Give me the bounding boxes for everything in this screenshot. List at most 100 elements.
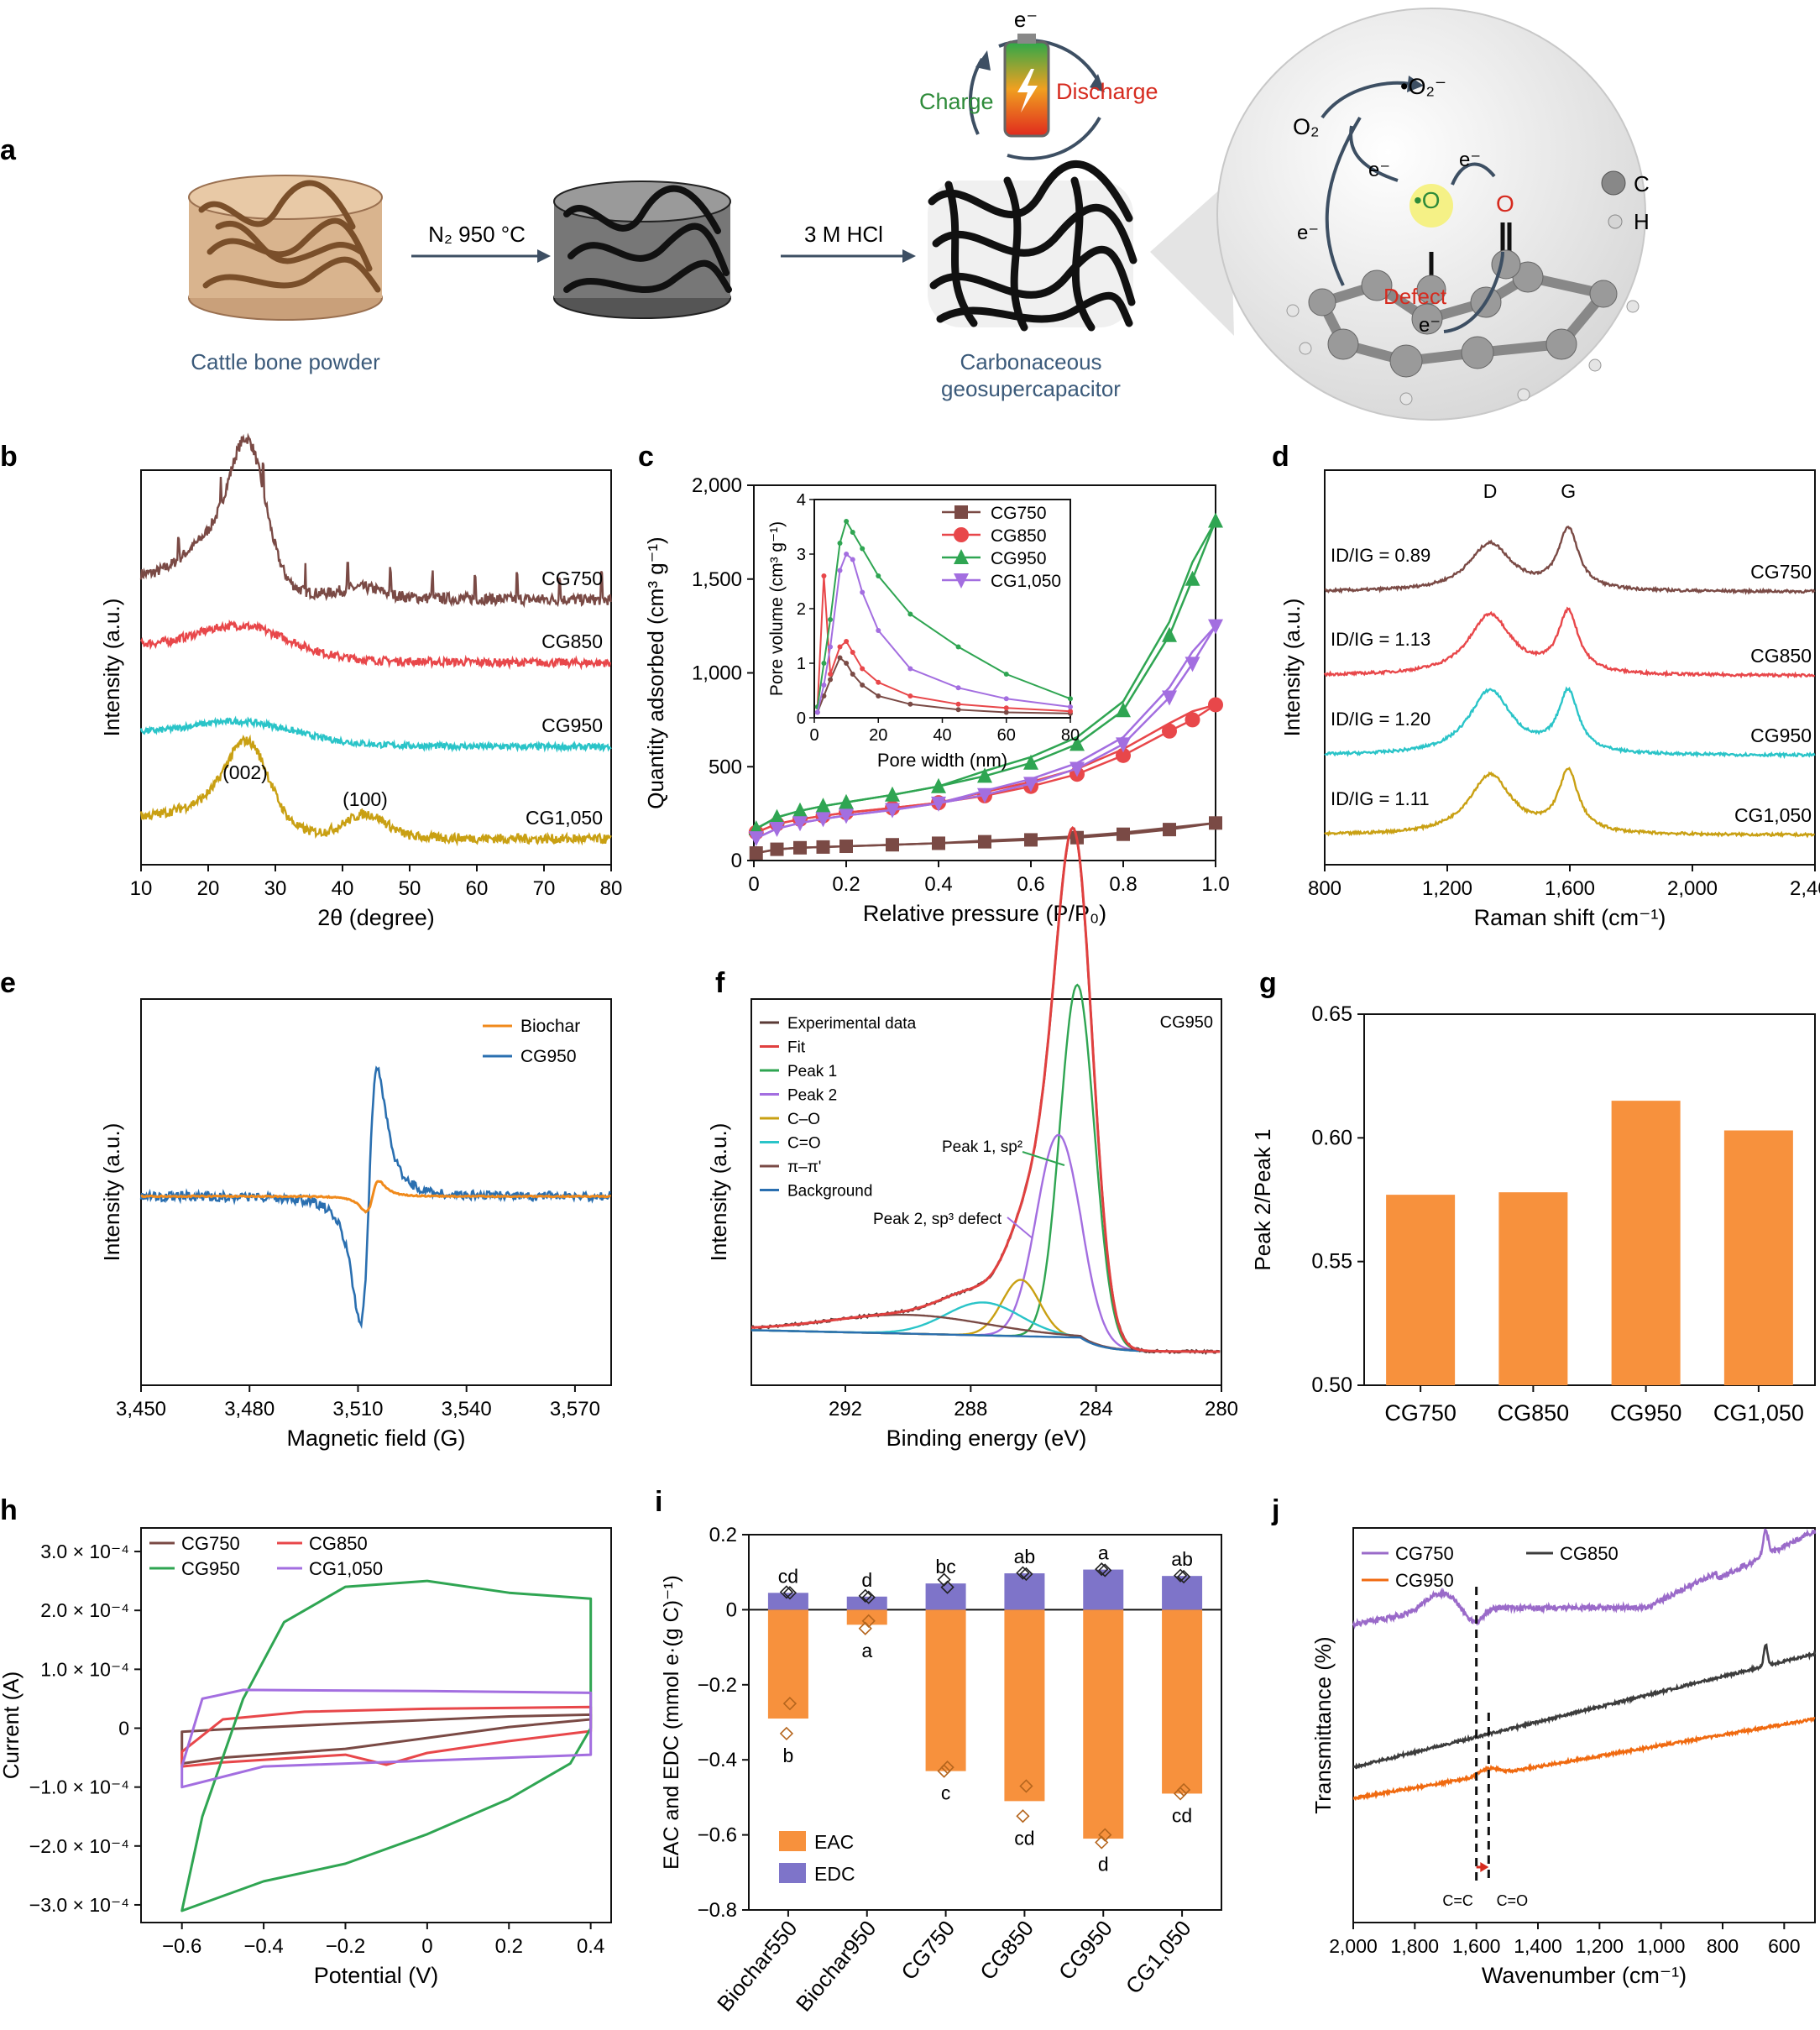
legend-label: Background [787, 1183, 872, 1201]
component-Peak 1 [751, 983, 1221, 1353]
data-point [1185, 570, 1200, 586]
data-point [793, 840, 807, 855]
inset-x-tick-label: 0 [809, 726, 818, 745]
replicate-point [861, 1590, 876, 1604]
inset-point [821, 693, 827, 698]
bar-EDC-Biochar550 [767, 1593, 808, 1610]
x-tick-label: −0.6 [162, 1935, 201, 1958]
annotation-100: (100) [343, 788, 388, 810]
defect-label: Defect [1383, 284, 1447, 309]
x-tick-label: 800 [1308, 877, 1341, 900]
annotation-arrow [1007, 1216, 1033, 1239]
replicate-point [1016, 1566, 1030, 1580]
ratio-label: ID/IG = 1.13 [1331, 629, 1430, 650]
inset-point [907, 693, 913, 698]
data-point [769, 808, 785, 824]
chart-d-raman: 800 1,200 1,600 2,000 2,400 Raman shift (cm⁻¹… [1279, 469, 1820, 930]
oxygen-reduction-arrow [1321, 81, 1411, 119]
legend-label: π–π' [787, 1159, 821, 1176]
inset-point [814, 709, 820, 715]
inset-point [837, 568, 843, 573]
plot-frame [748, 1534, 1222, 1911]
data-point [885, 803, 900, 819]
legend-c: C [1634, 171, 1650, 196]
x-tick-label: 70 [533, 877, 556, 900]
x-tick-label: 2,000 [1667, 877, 1718, 900]
x-tick-label: 60 [466, 877, 489, 900]
x-axis-label: Raman shift (cm⁻¹) [1474, 905, 1666, 930]
replicate-point [858, 1588, 872, 1603]
y-tick-label: 500 [709, 756, 742, 778]
chart-g-bars: 0.50 0.55 0.60 0.65 Peak 2/Peak 1 CG750 CG850 C… [1250, 1002, 1816, 1426]
data-point [1116, 737, 1131, 753]
data-point [839, 808, 854, 824]
y-axis-label: Intensity (a.u.) [706, 1123, 731, 1262]
chart-h-cv: −0.6 −0.4 −0.2 0 0.2 0.4 3.0 × 10⁻⁴ 2.0 × 10⁻⁴ 1… [0, 1527, 612, 1988]
series-label: CG750 [1750, 561, 1812, 583]
plot-frame [1352, 1527, 1816, 1923]
data-point [749, 846, 763, 861]
annotation-arrow [1022, 1151, 1065, 1166]
panel-label: e [0, 967, 16, 999]
bar-EAC-CG750 [925, 1609, 966, 1771]
series-label: CG850 [541, 630, 603, 652]
chart-f-xps: 292 288 284 280 Binding energy (eV) Intensity… [706, 826, 1238, 1451]
data-point [1208, 512, 1223, 528]
legend-label: CG850 [991, 526, 1047, 546]
y-axis-label: Transmittance (%) [1310, 1636, 1336, 1813]
significance-letter: b [783, 1745, 794, 1766]
x-axis-label: Wavenumber (cm⁻¹) [1482, 1963, 1687, 1988]
replicate-point [937, 1764, 951, 1778]
data-point [1185, 712, 1200, 728]
y-axis-label: Intensity (a.u.) [99, 599, 124, 737]
x-tick-label: −0.4 [243, 1935, 283, 1958]
replicate-point [779, 1585, 794, 1599]
inset-point [1068, 704, 1073, 709]
inset-y-axis-label: Pore volume (cm³ g⁻¹) [767, 521, 787, 696]
cv-loop-CG1,050 [180, 1688, 593, 1789]
inset-point [844, 552, 850, 557]
data-point [1024, 833, 1038, 847]
y-tick-label: 0 [731, 850, 742, 872]
data-point [1209, 816, 1222, 830]
data-point [931, 796, 946, 812]
component-Peak 2 [751, 1133, 1221, 1353]
legend-label: CG1,050 [309, 1558, 383, 1579]
background-line [750, 1329, 1219, 1353]
carbon-scaffold [928, 160, 1138, 332]
inset-point [907, 666, 913, 672]
inset-point [837, 541, 843, 546]
inset-point [907, 611, 913, 617]
panel-label: c [638, 441, 654, 473]
inset-point [837, 655, 843, 661]
data-point [1116, 747, 1131, 763]
inset-point [876, 628, 881, 633]
replicate-point [1173, 1787, 1188, 1801]
series-label: CG850 [1750, 645, 1812, 667]
data-point [977, 767, 992, 783]
legend-label: CG950 [1395, 1570, 1454, 1591]
data-point [1185, 657, 1200, 672]
carbonized-cylinder [553, 181, 732, 319]
bar-CG750 [1386, 1195, 1456, 1385]
end-label-line2: geosupercapacitor [941, 376, 1121, 401]
inset-x-tick-label: 40 [933, 726, 951, 745]
legend-label: CG750 [991, 504, 1047, 523]
ratio-label: ID/IG = 1.11 [1331, 788, 1430, 809]
category-label: CG1,050 [1121, 1916, 1196, 1999]
fit-line [751, 826, 1221, 1353]
plot-frame [140, 469, 612, 866]
data-point [792, 816, 808, 832]
x-axis-label: Binding energy (eV) [886, 1426, 1087, 1451]
inset-point [876, 679, 881, 685]
x-tick-label: 0.2 [832, 873, 860, 896]
bar-EAC-Biochar550 [767, 1609, 808, 1719]
bond-label-co: C=O [1497, 1892, 1529, 1909]
x-tick-label: 800 [1707, 1935, 1739, 1957]
series-line-CG1,050 [139, 734, 612, 847]
data-point [954, 549, 969, 564]
legend-swatch [779, 1863, 806, 1883]
inset-point [828, 617, 834, 622]
significance-letter: bc [935, 1556, 955, 1577]
